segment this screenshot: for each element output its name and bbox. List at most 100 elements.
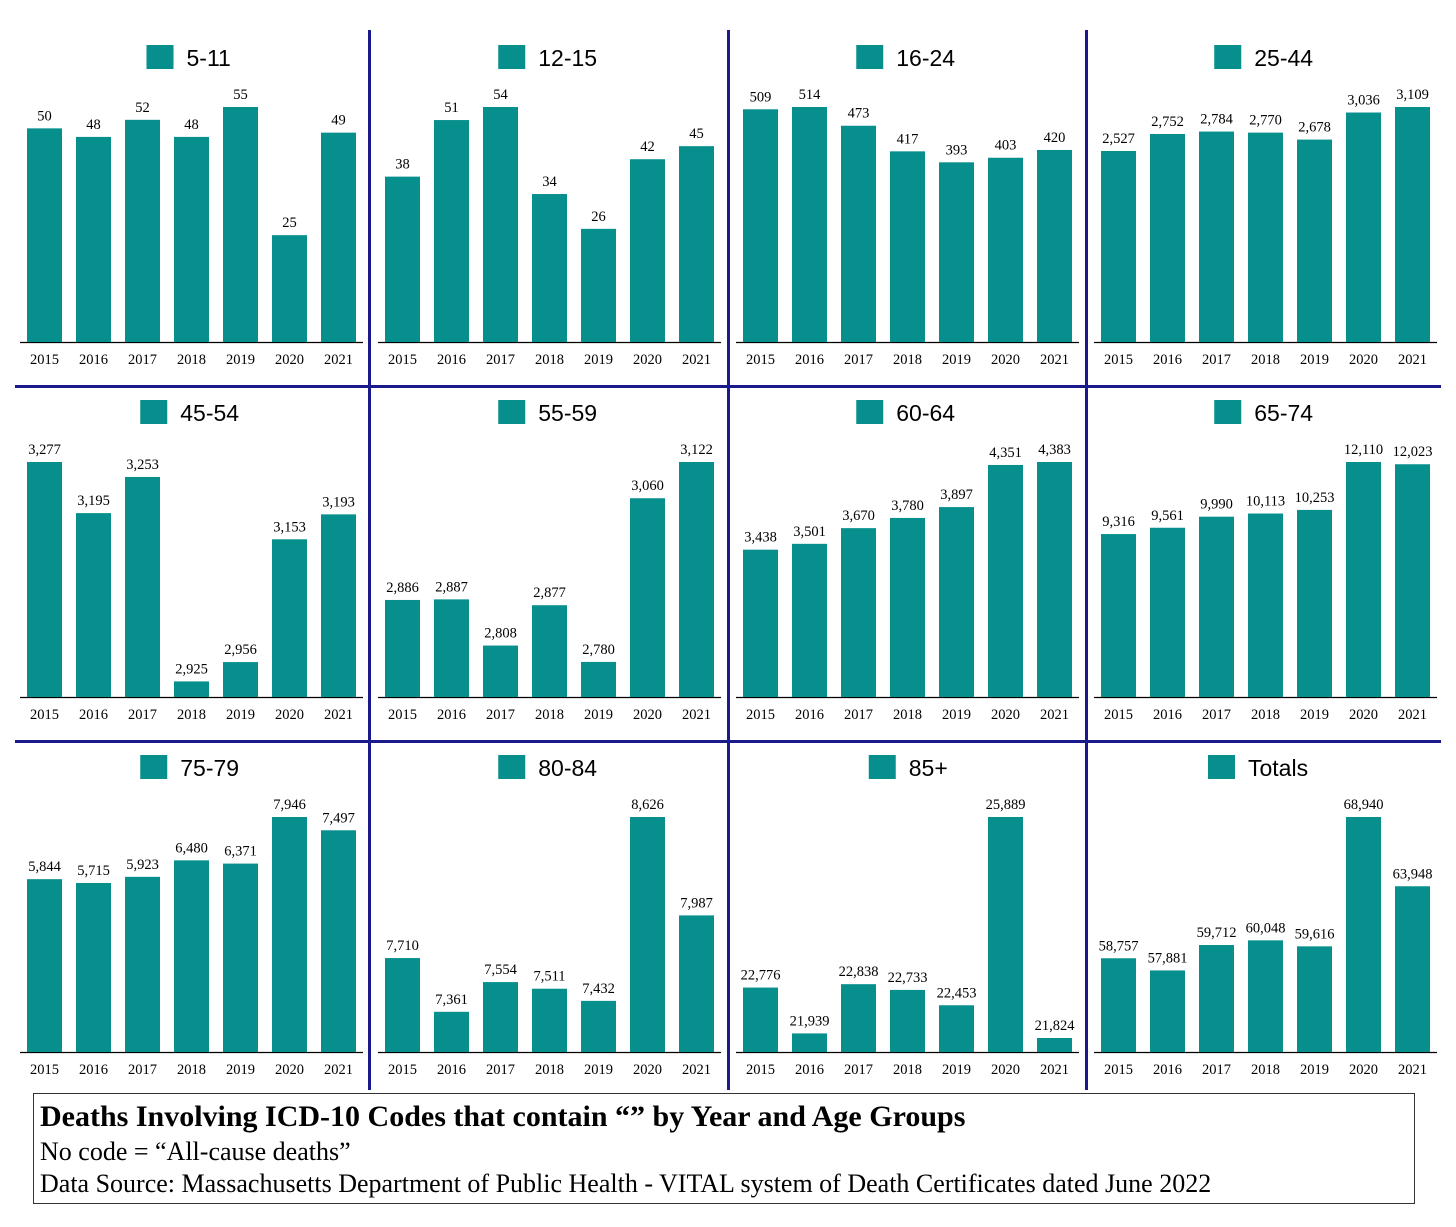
tick-label-55-59-2018: 2018: [535, 707, 564, 723]
tick-label-16-24-2017: 2017: [844, 352, 873, 368]
data-label-5-11-2019: 55: [233, 87, 248, 103]
bar-65-74-2015: [1101, 534, 1136, 697]
data-label-80-84-2018: 7,511: [533, 969, 565, 985]
tick-label-12-15-2015: 2015: [388, 352, 417, 368]
data-label-60-64-2020: 4,351: [989, 445, 1022, 461]
legend-swatch-totals: [1208, 755, 1235, 779]
bar-60-64-2019: [939, 507, 974, 697]
tick-label-80-84-2018: 2018: [535, 1062, 564, 1078]
data-label-75-79-2019: 6,371: [224, 844, 257, 860]
legend-label-16-24: 16-24: [896, 45, 955, 71]
data-label-55-59-2019: 2,780: [582, 642, 615, 658]
data-label-85-2016: 21,939: [790, 1013, 830, 1029]
tick-label-80-84-2021: 2021: [682, 1062, 711, 1078]
data-label-55-59-2015: 2,886: [386, 580, 419, 596]
tick-label-65-74-2017: 2017: [1202, 707, 1231, 723]
data-label-60-64-2021: 4,383: [1038, 442, 1071, 458]
bar-80-84-2017: [483, 982, 518, 1052]
bar-55-59-2016: [434, 599, 469, 697]
tick-label-5-11-2021: 2021: [324, 352, 353, 368]
bar-85-2020: [988, 817, 1023, 1052]
data-label-80-84-2015: 7,710: [386, 938, 419, 954]
tick-label-85-2019: 2019: [942, 1062, 971, 1078]
data-label-totals-2021: 63,948: [1393, 866, 1433, 882]
bar-16-24-2021: [1037, 149, 1072, 342]
bar-12-15-2021: [679, 146, 714, 342]
tick-label-12-15-2020: 2020: [633, 352, 662, 368]
separator-vertical-3: [1085, 30, 1088, 1090]
bar-45-54-2019: [223, 662, 258, 697]
tick-label-12-15-2018: 2018: [535, 352, 564, 368]
data-label-totals-2015: 58,757: [1099, 938, 1139, 954]
legend-label-45-54: 45-54: [180, 400, 239, 426]
legend-label-80-84: 80-84: [538, 755, 597, 781]
bar-5-11-2021: [321, 132, 356, 342]
bar-25-44-2020: [1346, 112, 1381, 342]
legend-swatch-55-59: [498, 400, 526, 424]
tick-label-80-84-2016: 2016: [437, 1062, 466, 1078]
bar-55-59-2021: [679, 462, 714, 697]
data-label-25-44-2017: 2,784: [1200, 112, 1233, 128]
legend-swatch-85: [868, 755, 896, 779]
bar-75-79-2015: [27, 879, 62, 1052]
tick-label-60-64-2015: 2015: [746, 707, 775, 723]
tick-label-60-64-2020: 2020: [991, 707, 1020, 723]
data-label-55-59-2020: 3,060: [631, 478, 664, 494]
tick-label-80-84-2015: 2015: [388, 1062, 417, 1078]
tick-label-12-15-2017: 2017: [486, 352, 515, 368]
legend-label-55-59: 55-59: [538, 400, 597, 426]
data-label-12-15-2017: 54: [493, 87, 508, 103]
data-label-16-24-2018: 417: [897, 131, 919, 147]
tick-label-5-11-2019: 2019: [226, 352, 255, 368]
bar-55-59-2017: [483, 645, 518, 697]
bar-65-74-2020: [1346, 462, 1381, 697]
legend-label-25-44: 25-44: [1254, 45, 1313, 71]
bar-60-64-2017: [841, 528, 876, 697]
data-label-12-15-2021: 45: [689, 126, 704, 142]
bar-80-84-2020: [630, 817, 665, 1052]
bar-totals-2017: [1199, 945, 1234, 1052]
tick-label-totals-2015: 2015: [1104, 1062, 1133, 1078]
data-label-totals-2016: 57,881: [1148, 950, 1188, 966]
tick-label-55-59-2017: 2017: [486, 707, 515, 723]
data-label-80-84-2016: 7,361: [435, 992, 468, 1008]
data-label-65-74-2016: 9,561: [1151, 508, 1184, 524]
tick-label-12-15-2016: 2016: [437, 352, 466, 368]
legend-swatch-5-11: [146, 45, 174, 69]
tick-label-45-54-2021: 2021: [324, 707, 353, 723]
data-label-75-79-2016: 5,715: [77, 863, 110, 879]
data-label-55-59-2018: 2,877: [533, 585, 566, 601]
data-label-45-54-2021: 3,193: [322, 494, 355, 510]
bar-65-74-2018: [1248, 513, 1283, 697]
legend-swatch-45-54: [140, 400, 168, 424]
tick-label-5-11-2020: 2020: [275, 352, 304, 368]
tick-label-80-84-2017: 2017: [486, 1062, 515, 1078]
legend-label-75-79: 75-79: [180, 755, 239, 781]
data-label-45-54-2018: 2,925: [175, 661, 208, 677]
bar-16-24-2018: [890, 151, 925, 342]
legend-swatch-75-79: [140, 755, 168, 779]
caption-source: Data Source: Massachusetts Department of…: [40, 1169, 1212, 1198]
tick-label-totals-2020: 2020: [1349, 1062, 1378, 1078]
bar-85-2015: [743, 987, 778, 1052]
bar-75-79-2017: [125, 876, 160, 1052]
data-label-85-2020: 25,889: [986, 797, 1026, 813]
data-label-5-11-2020: 25: [282, 215, 297, 231]
data-label-80-84-2019: 7,432: [582, 981, 615, 997]
data-label-75-79-2021: 7,497: [322, 810, 355, 826]
tick-label-5-11-2015: 2015: [30, 352, 59, 368]
data-label-60-64-2015: 3,438: [744, 530, 777, 546]
tick-label-75-79-2015: 2015: [30, 1062, 59, 1078]
bar-75-79-2021: [321, 830, 356, 1052]
data-label-25-44-2016: 2,752: [1151, 114, 1184, 130]
tick-label-16-24-2021: 2021: [1040, 352, 1069, 368]
tick-label-85-2018: 2018: [893, 1062, 922, 1078]
legend-swatch-25-44: [1214, 45, 1242, 69]
tick-label-65-74-2020: 2020: [1349, 707, 1378, 723]
bar-16-24-2017: [841, 125, 876, 342]
bar-12-15-2019: [581, 228, 616, 342]
bar-12-15-2015: [385, 176, 420, 342]
bar-25-44-2021: [1395, 107, 1430, 342]
data-label-85-2018: 22,733: [888, 970, 928, 986]
data-label-5-11-2021: 49: [331, 113, 346, 129]
